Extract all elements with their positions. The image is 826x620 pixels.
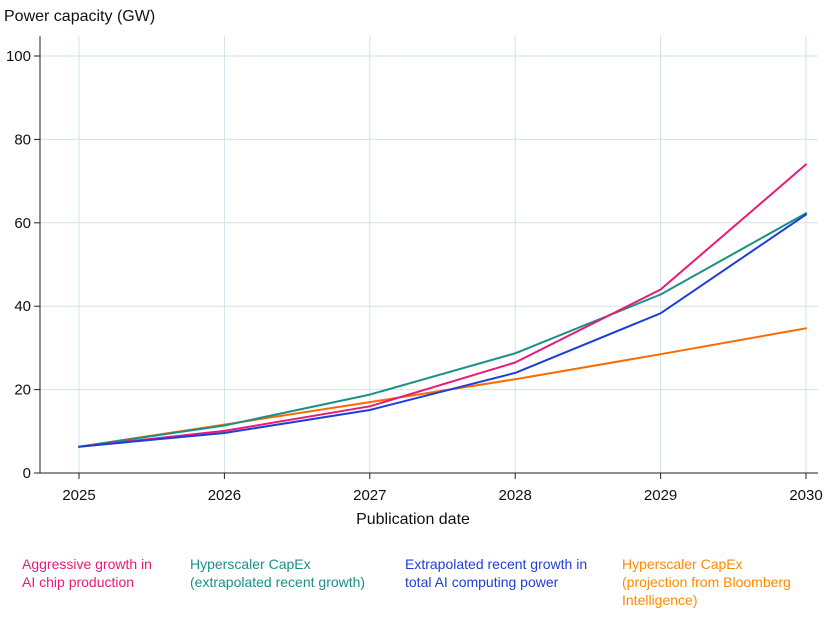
y-tick-label: 40 [14,298,31,315]
y-tick-label: 0 [23,465,31,482]
series-line-2 [78,163,807,448]
series-line-3 [78,213,807,448]
legend-extrapolated-compute: Extrapolated recent growth in total AI c… [405,556,588,590]
legend-capex-bloomberg: Hyperscaler CapEx (projection from Bloom… [622,556,791,608]
series-line-0 [78,327,807,448]
x-tick-label: 2028 [499,487,532,504]
series-lines [78,163,807,448]
y-tick-label: 100 [6,48,31,65]
legend-capex-extrapolated: Hyperscaler CapEx (extrapolated recent g… [190,556,366,590]
x-tick-label: 2025 [62,487,95,504]
y-tick-label: 80 [14,131,31,148]
y-tick-label: 60 [14,215,31,232]
y-axis-title: Power capacity (GW) [4,8,155,25]
legend-aggressive-growth: Aggressive growth in AI chip production [22,556,152,590]
x-tick-label: 2027 [353,487,386,504]
gridlines [40,36,818,473]
tick-labels: 2025 2026 2027 2028 2029 2030 0 20 40 60 80 100 [6,48,823,504]
x-tick-label: 2030 [789,487,822,504]
axes [34,36,818,479]
y-tick-label: 20 [14,382,31,399]
x-tick-label: 2026 [208,487,241,504]
x-axis-title: Publication date [356,511,470,528]
x-tick-label: 2029 [644,487,677,504]
line-chart: 2025 2026 2027 2028 2029 2030 0 20 40 60 80 100 Pow… [4,8,823,528]
series-line-1 [78,212,807,448]
